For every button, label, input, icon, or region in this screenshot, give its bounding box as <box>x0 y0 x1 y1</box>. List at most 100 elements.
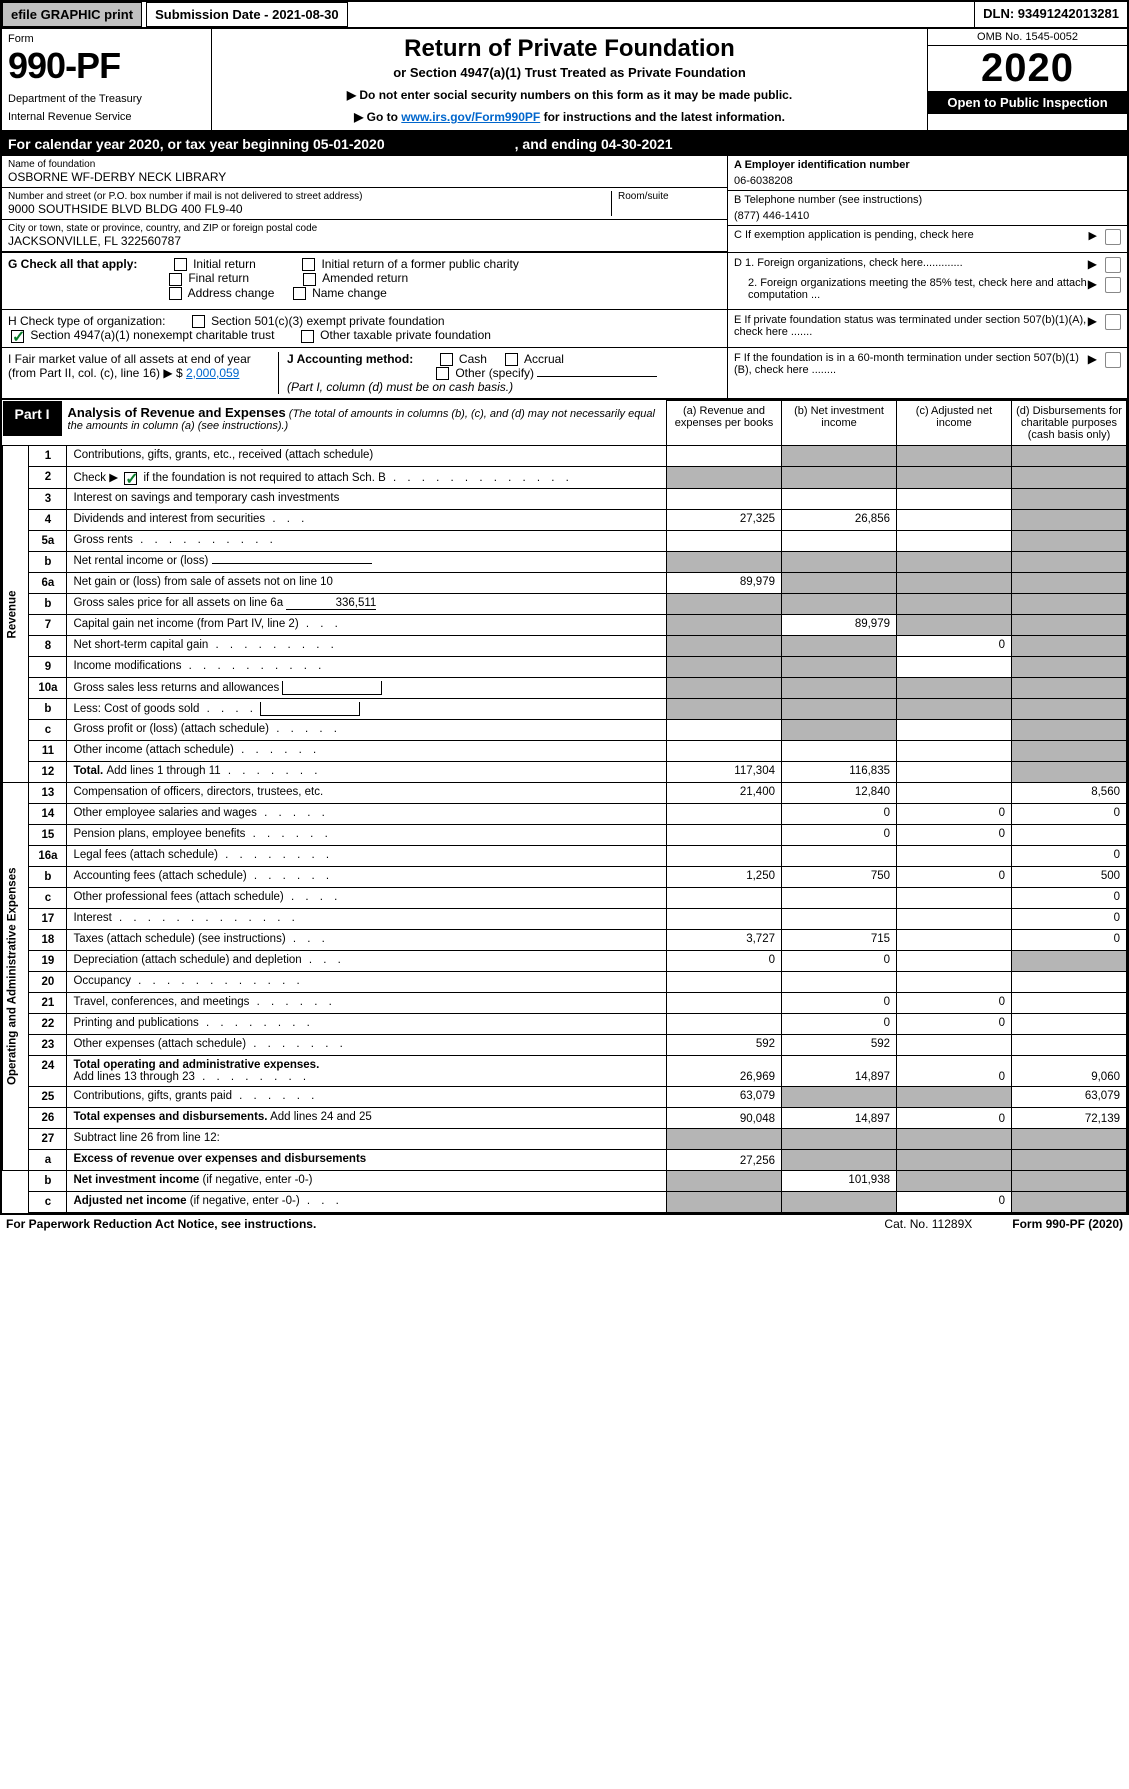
e-checkbox[interactable] <box>1105 314 1121 330</box>
chk-4947a1[interactable] <box>11 330 24 343</box>
row-desc: Adjusted net income (if negative, enter … <box>67 1191 667 1212</box>
cell-c <box>897 551 1012 572</box>
cell-d <box>1012 635 1127 656</box>
dots: . . . . . . . . . . <box>181 660 325 672</box>
dots: . . . . . . . <box>246 1038 347 1050</box>
chk-initial-return[interactable] <box>174 258 187 271</box>
table-row: 19Depreciation (attach schedule) and dep… <box>3 950 1127 971</box>
row-desc: Net short-term capital gain . . . . . . … <box>67 635 667 656</box>
cell-d <box>1012 593 1127 614</box>
row-num: 3 <box>29 488 67 509</box>
d2-checkbox[interactable] <box>1105 277 1121 293</box>
table-row: 16aLegal fees (attach schedule) . . . . … <box>3 845 1127 866</box>
cell-c <box>897 656 1012 677</box>
cell-c <box>897 1086 1012 1107</box>
r21-d: Travel, conferences, and meetings <box>73 996 249 1008</box>
table-row: 12Total. Add lines 1 through 11 . . . . … <box>3 761 1127 782</box>
chk-accrual[interactable] <box>505 353 518 366</box>
cell-b <box>782 572 897 593</box>
ein-cell: A Employer identification number 06-6038… <box>728 156 1127 191</box>
cell-a <box>667 446 782 467</box>
chk-amended[interactable] <box>303 273 316 286</box>
cell-a <box>667 593 782 614</box>
cell-b <box>782 719 897 740</box>
row-num: 17 <box>29 908 67 929</box>
table-row: 18Taxes (attach schedule) (see instructi… <box>3 929 1127 950</box>
r4-d: Dividends and interest from securities <box>73 513 265 525</box>
cell-c <box>897 908 1012 929</box>
ein-label: A Employer identification number <box>734 159 1121 171</box>
cell-b <box>782 530 897 551</box>
cell-d <box>1012 572 1127 593</box>
info-right-col: A Employer identification number 06-6038… <box>727 156 1127 252</box>
cell-b <box>782 467 897 488</box>
dots: . . . <box>302 954 345 966</box>
row-num: 16a <box>29 845 67 866</box>
row-desc: Other professional fees (attach schedule… <box>67 887 667 908</box>
row-desc: Legal fees (attach schedule) . . . . . .… <box>67 845 667 866</box>
chk-final-return[interactable] <box>169 273 182 286</box>
table-row: cAdjusted net income (if negative, enter… <box>3 1191 1127 1212</box>
ein-value: 06-6038208 <box>734 175 1121 187</box>
chk-other-method[interactable] <box>436 367 449 380</box>
row-desc: Net rental income or (loss) <box>67 551 667 572</box>
table-row: 11Other income (attach schedule) . . . .… <box>3 740 1127 761</box>
dots: . . . . . . . . . . . . . <box>112 912 299 924</box>
table-row: 22Printing and publications . . . . . . … <box>3 1013 1127 1034</box>
row-num: 2 <box>29 467 67 488</box>
cell-d <box>1012 1149 1127 1170</box>
chk-501c3[interactable] <box>192 315 205 328</box>
cell-a <box>667 467 782 488</box>
chk-initial-public[interactable] <box>302 258 315 271</box>
omb-number: OMB No. 1545-0052 <box>928 29 1127 46</box>
cell-b <box>782 488 897 509</box>
chk-other-taxable[interactable] <box>301 330 314 343</box>
g-c1: Initial return <box>193 257 256 271</box>
cell-c: 0 <box>897 635 1012 656</box>
chk-name-change[interactable] <box>293 287 306 300</box>
f-section: F If the foundation is in a 60-month ter… <box>727 348 1127 399</box>
form-header: Form 990-PF Department of the Treasury I… <box>2 29 1127 132</box>
col-b-header: (b) Net investment income <box>782 401 897 446</box>
cell-d <box>1012 824 1127 845</box>
submission-date-button[interactable]: Submission Date - 2021-08-30 <box>146 2 348 27</box>
cell-d <box>1012 1128 1127 1149</box>
goto-pre: ▶ Go to <box>354 110 401 124</box>
f-checkbox[interactable] <box>1105 352 1121 368</box>
table-row: bNet rental income or (loss) <box>3 551 1127 572</box>
table-row: 3Interest on savings and temporary cash … <box>3 488 1127 509</box>
table-row: cOther professional fees (attach schedul… <box>3 887 1127 908</box>
phone-value: (877) 446-1410 <box>734 210 1121 222</box>
cell-a <box>667 530 782 551</box>
col-c-header: (c) Adjusted net income <box>897 401 1012 446</box>
j-cash: Cash <box>459 352 487 366</box>
efile-button[interactable]: efile GRAPHIC print <box>2 2 142 27</box>
expense-side-label: Operating and Administrative Expenses <box>3 782 29 1170</box>
chk-addr-change[interactable] <box>169 287 182 300</box>
arrow-icon: ▶ <box>1088 352 1097 366</box>
fmv-value[interactable]: 2,000,059 <box>186 366 239 380</box>
d-section: D 1. Foreign organizations, check here..… <box>727 253 1127 309</box>
cell-d: 9,060 <box>1012 1055 1127 1086</box>
h-section: H Check type of organization: Section 50… <box>2 310 727 347</box>
table-row: bAccounting fees (attach schedule) . . .… <box>3 866 1127 887</box>
form990pf-link[interactable]: www.irs.gov/Form990PF <box>401 110 540 124</box>
chk-no-schb[interactable] <box>124 472 137 485</box>
goto-post: for instructions and the latest informat… <box>540 110 785 124</box>
d1-checkbox[interactable] <box>1105 257 1121 273</box>
cell-b <box>782 698 897 719</box>
cell-d <box>1012 656 1127 677</box>
cell-d <box>1012 551 1127 572</box>
revenue-side-label: Revenue <box>3 446 29 782</box>
table-row: aExcess of revenue over expenses and dis… <box>3 1149 1127 1170</box>
row-num: 19 <box>29 950 67 971</box>
dots: . . . . . <box>269 723 341 735</box>
cell-c: 0 <box>897 866 1012 887</box>
city-value: JACKSONVILLE, FL 322560787 <box>8 234 721 248</box>
cell-a: 27,325 <box>667 509 782 530</box>
addr-label: Number and street (or P.O. box number if… <box>8 191 611 202</box>
row-num: 1 <box>29 446 67 467</box>
chk-cash[interactable] <box>440 353 453 366</box>
c-checkbox[interactable] <box>1105 229 1121 245</box>
cell-b: 0 <box>782 824 897 845</box>
